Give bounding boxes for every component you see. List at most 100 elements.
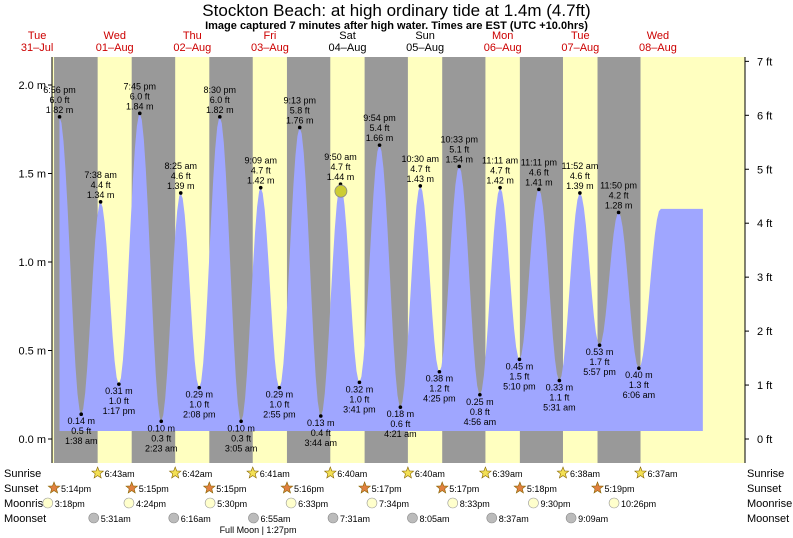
tide-feet: 1.7 ft [590,357,611,367]
moonrise-icon [366,497,378,509]
moonset-icon [486,512,498,524]
tide-feet: 0.5 ft [71,426,92,436]
tide-metres: 0.31 m [105,386,133,396]
moonrise-icon [123,497,135,509]
sunrise-time: 6:40am [337,469,367,479]
tide-point [637,366,641,371]
tide-metres: 1.42 m [486,176,514,186]
tide-feet: 1.0 ft [349,394,370,404]
tide-time: 3:41 pm [343,404,376,414]
tide-point [277,385,282,390]
moonrise-time: 7:34pm [379,499,409,509]
tide-feet: 4.6 ft [570,171,591,181]
tide-point [57,115,62,119]
day-name: Sun [415,30,435,42]
day-name: Thu [183,30,202,42]
tide-point [537,187,541,192]
sunrise-time: 6:40am [415,469,445,479]
day-name: Wed [104,30,126,42]
row-label-right: Sunrise [747,468,784,480]
tide-time: 9:13 pm [283,95,316,105]
y-tick-label-ft: 0 ft [757,434,772,446]
tide-metres: 1.42 m [247,176,275,186]
row-label-left: Moonset [4,513,46,525]
tide-time: 11:11 am [482,156,518,166]
tide-time: 2:55 pm [263,410,296,420]
tide-feet: 5.4 ft [370,123,391,133]
sunset-time: 5:19pm [605,484,635,494]
tide-metres: 1.43 m [407,174,435,184]
tide-point [297,125,302,130]
tide-time: 11:50 pm [600,180,637,190]
tide-time: 3:44 am [305,438,338,448]
sunrise-icon [401,466,415,479]
tide-metres: 0.18 m [387,409,415,419]
y-tick-label-m: 1.0 m [18,257,46,269]
moonrise-time: 4:24pm [136,499,166,509]
day-date: 07–Aug [561,42,599,54]
sunrise-icon [168,466,182,479]
day-date: 04–Aug [329,42,367,54]
tide-time: 10:30 am [402,154,440,164]
sunrise-icon [478,466,492,479]
tide-feet: 1.0 ft [189,400,210,410]
tide-point [258,185,263,190]
tide-metres: 0.14 m [67,416,95,426]
day-name: Fri [264,30,277,42]
tide-metres: 0.33 m [546,383,574,393]
sunset-icon [358,481,372,494]
tide-time: 5:57 pm [583,367,616,377]
tide-time: 11:52 am [561,161,598,171]
y-tick-label-m: 0.0 m [18,434,46,446]
tide-point [557,378,562,383]
y-tick-label-ft: 1 ft [757,380,772,392]
tide-time: 9:50 am [324,152,357,162]
current-tide-marker [334,184,348,198]
sunset-icon [280,481,294,494]
moonrise-time: 3:18pm [55,499,85,509]
tide-feet: 0.8 ft [470,407,491,417]
moonset-icon [168,512,180,524]
moonrise-time: 5:30pm [217,499,247,509]
tide-point [178,191,183,195]
tide-point [159,419,164,424]
sunset-time: 5:17pm [372,484,402,494]
sunrise-icon [323,466,337,479]
tide-point [318,414,323,418]
sunrise-icon [556,466,570,479]
moonset-icon [248,512,259,524]
tide-time: 9:09 am [244,156,277,166]
tide-feet: 0.3 ft [151,433,172,443]
tide-metres: 0.53 m [586,347,614,357]
moonrise-time: 9:30pm [540,499,570,509]
tide-metres: 1.76 m [286,115,314,125]
day-name: Wed [647,30,669,42]
tide-point [578,191,582,195]
moonset-time: 8:05am [419,514,449,524]
row-label-left: Moonrise [4,498,49,510]
row-label-right: Sunset [747,483,781,495]
tide-time: 1:38 am [65,436,98,446]
tide-feet: 1.5 ft [509,371,530,381]
sunset-time: 5:18pm [527,484,557,494]
sunset-icon [513,481,527,494]
tide-curve [59,113,703,432]
tide-point [98,200,103,204]
y-tick-label-ft: 6 ft [757,110,772,122]
tide-point [218,115,222,119]
moonset-icon [407,512,418,524]
sunrise-icon [634,466,647,479]
tide-point [457,164,462,169]
tide-point [377,143,382,147]
tide-feet: 6.0 ft [130,91,151,101]
tide-time: 9:54 pm [363,113,396,123]
sunrise-time: 6:42am [182,469,212,479]
sunrise-time: 6:37am [648,469,678,479]
tide-point [137,111,142,116]
tide-feet: 5.1 ft [449,144,470,154]
moonset-time: 9:09am [578,514,608,524]
tide-metres: 1.39 m [566,181,594,191]
day-name: Tue [28,30,47,42]
tide-metres: 1.28 m [605,200,633,210]
moonrise-icon [608,497,620,509]
